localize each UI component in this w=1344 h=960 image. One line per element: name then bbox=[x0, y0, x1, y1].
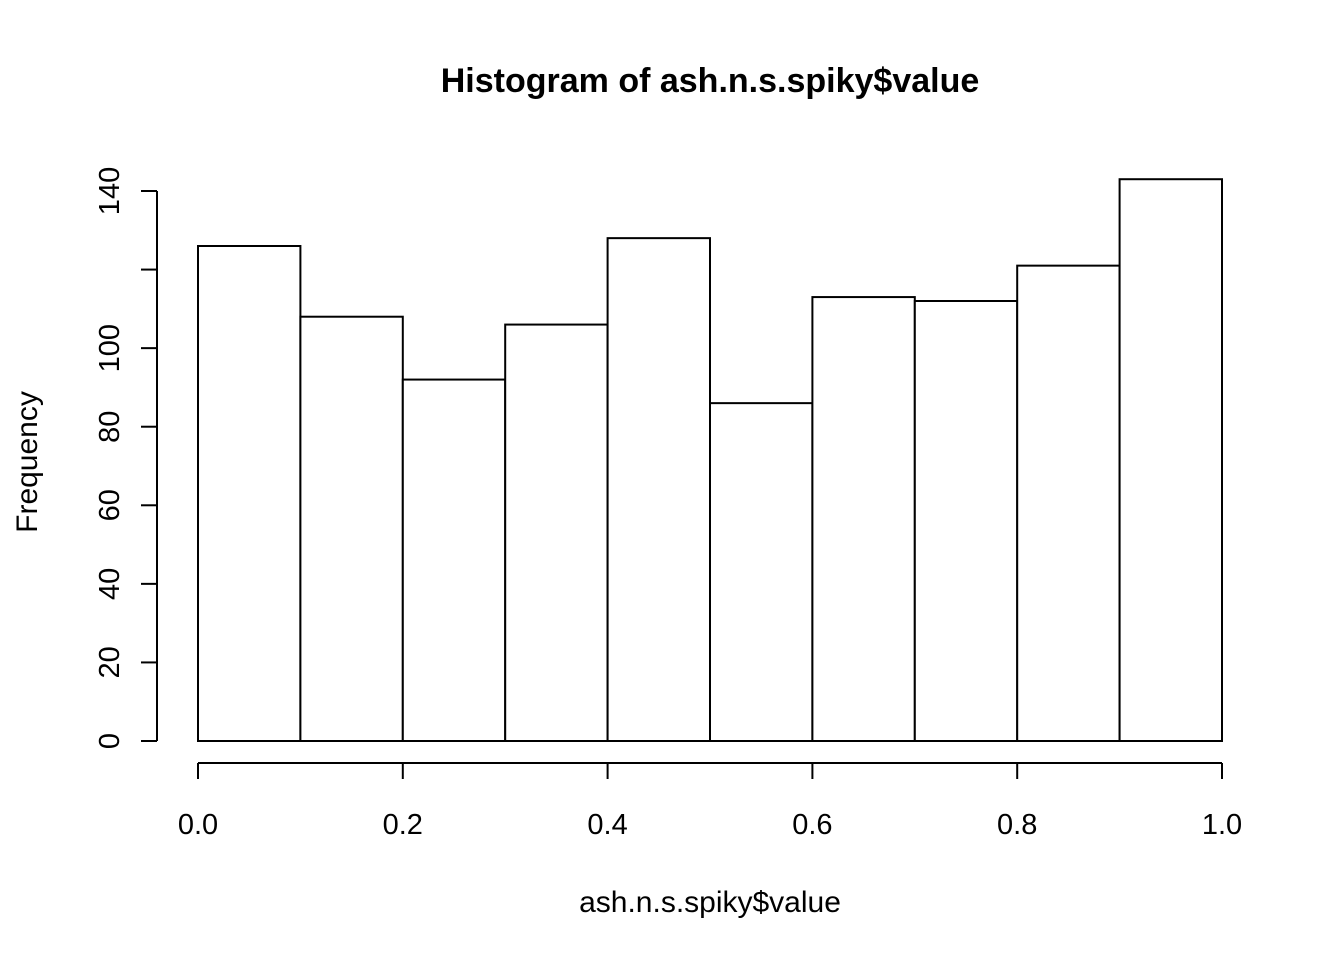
x-tick-label: 0.8 bbox=[997, 809, 1037, 841]
y-tick-label: 60 bbox=[94, 489, 126, 521]
y-tick-label: 80 bbox=[94, 411, 126, 443]
x-tick-label: 1.0 bbox=[1202, 809, 1242, 841]
histogram-bar bbox=[504, 323, 609, 742]
histogram-bar bbox=[1118, 178, 1223, 742]
x-tick-label: 0.0 bbox=[178, 809, 218, 841]
histogram-bar bbox=[606, 237, 711, 742]
x-tick-label: 0.2 bbox=[383, 809, 423, 841]
histogram-bar bbox=[811, 296, 916, 742]
x-axis-ticks: 0.0 0.2 0.4 0.6 0.8 1.0 bbox=[178, 763, 1242, 841]
histogram-bar bbox=[709, 402, 814, 742]
x-tick-label: 0.6 bbox=[792, 809, 832, 841]
y-axis-ticks: 0 20 40 60 80 100 140 bbox=[94, 167, 157, 749]
y-tick-label: 40 bbox=[94, 568, 126, 600]
histogram-bar bbox=[197, 245, 302, 742]
y-tick-label: 140 bbox=[94, 167, 126, 215]
y-tick-label: 20 bbox=[94, 646, 126, 678]
histogram-bar bbox=[913, 300, 1019, 742]
y-tick-label: 100 bbox=[94, 324, 126, 372]
y-axis-label: Frequency bbox=[11, 391, 44, 533]
y-tick-label: 0 bbox=[94, 733, 126, 749]
x-axis-label: ash.n.s.spiky$value bbox=[579, 886, 841, 919]
histogram-bar bbox=[299, 315, 404, 742]
chart-title: Histogram of ash.n.s.spiky$value bbox=[441, 62, 980, 100]
x-tick-label: 0.4 bbox=[587, 809, 627, 841]
histogram-bar bbox=[401, 378, 507, 742]
histogram-bar bbox=[1016, 264, 1121, 742]
bars-group bbox=[197, 178, 1223, 742]
